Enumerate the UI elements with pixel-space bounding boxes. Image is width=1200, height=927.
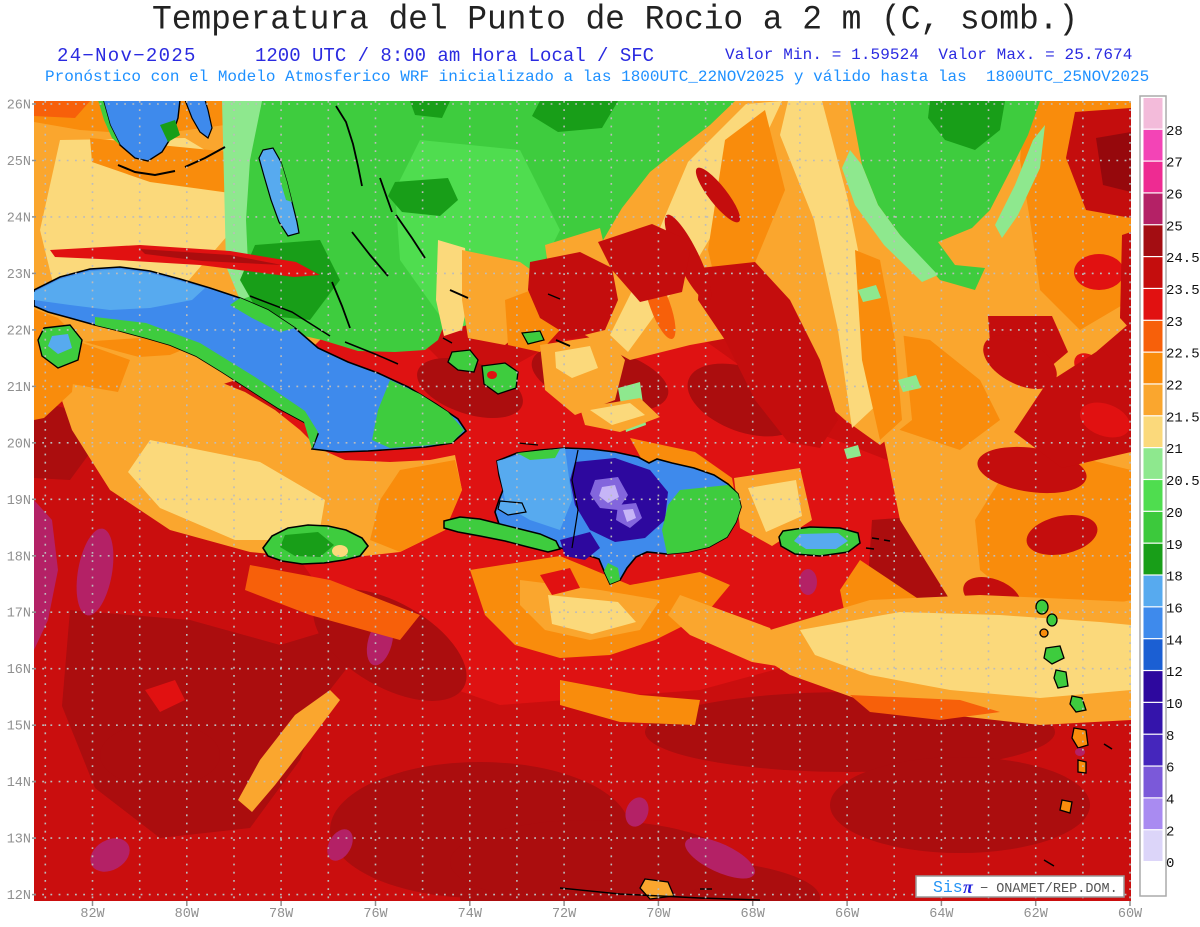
svg-text:19N: 19N	[7, 494, 31, 509]
svg-text:19: 19	[1166, 538, 1183, 554]
svg-text:62W: 62W	[1024, 907, 1049, 922]
svg-text:82W: 82W	[80, 907, 105, 922]
svg-text:20.5: 20.5	[1166, 474, 1200, 490]
svg-text:74W: 74W	[458, 907, 483, 922]
svg-text:14: 14	[1166, 633, 1183, 649]
svg-text:21N: 21N	[7, 381, 31, 396]
svg-text:26: 26	[1166, 188, 1183, 204]
svg-text:28: 28	[1166, 124, 1183, 140]
svg-text:23N: 23N	[7, 268, 31, 283]
svg-text:23.5: 23.5	[1166, 283, 1200, 299]
svg-text:78W: 78W	[269, 907, 294, 922]
svg-text:27: 27	[1166, 156, 1183, 172]
svg-text:21: 21	[1166, 442, 1183, 458]
svg-text:80W: 80W	[175, 907, 200, 922]
svg-text:18: 18	[1166, 570, 1183, 586]
svg-text:2: 2	[1166, 824, 1174, 840]
svg-text:12N: 12N	[7, 889, 31, 904]
svg-text:25N: 25N	[7, 155, 31, 170]
svg-text:10: 10	[1166, 697, 1183, 713]
svg-text:20: 20	[1166, 506, 1183, 522]
svg-text:22.5: 22.5	[1166, 347, 1200, 363]
svg-text:6: 6	[1166, 761, 1174, 777]
svg-text:21.5: 21.5	[1166, 410, 1200, 426]
svg-text:68W: 68W	[741, 907, 766, 922]
svg-text:Sis: Sis	[933, 878, 963, 897]
svg-text:15N: 15N	[7, 720, 31, 735]
svg-text:π: π	[963, 877, 974, 897]
svg-text:24.5: 24.5	[1166, 251, 1200, 267]
svg-text:16: 16	[1166, 601, 1183, 617]
svg-text:13N: 13N	[7, 833, 31, 848]
svg-text:24N: 24N	[7, 211, 31, 226]
svg-text:0: 0	[1166, 856, 1174, 872]
svg-text:20N: 20N	[7, 437, 31, 452]
svg-text:76W: 76W	[363, 907, 388, 922]
svg-text:12: 12	[1166, 665, 1183, 681]
svg-text:22N: 22N	[7, 324, 31, 339]
svg-text:72W: 72W	[552, 907, 577, 922]
svg-text:25: 25	[1166, 219, 1183, 235]
svg-text:14N: 14N	[7, 776, 31, 791]
svg-text:64W: 64W	[929, 907, 954, 922]
svg-text:8: 8	[1166, 729, 1174, 745]
svg-text:60W: 60W	[1118, 907, 1143, 922]
svg-text:16N: 16N	[7, 663, 31, 678]
svg-text:26N: 26N	[7, 99, 31, 114]
svg-text:66W: 66W	[835, 907, 860, 922]
svg-text:23: 23	[1166, 315, 1183, 331]
svg-text:18N: 18N	[7, 550, 31, 565]
svg-text:70W: 70W	[646, 907, 671, 922]
svg-text:17N: 17N	[7, 607, 31, 622]
svg-text:− ONAMET/REP.DOM.: − ONAMET/REP.DOM.	[980, 882, 1118, 897]
svg-text:4: 4	[1166, 793, 1174, 809]
svg-text:22: 22	[1166, 379, 1183, 395]
